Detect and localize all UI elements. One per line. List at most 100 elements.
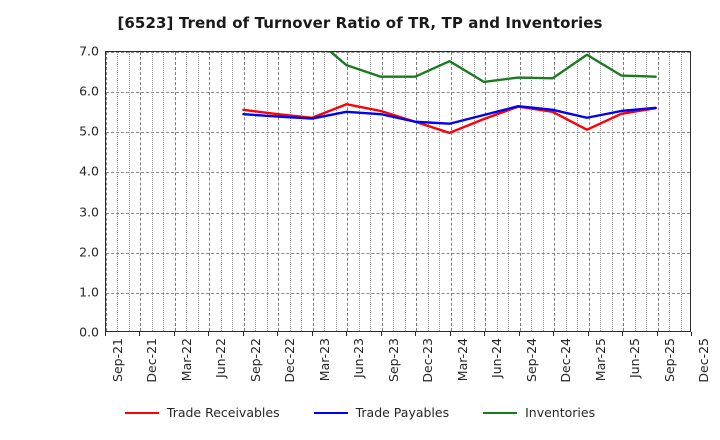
grid-line-vertical-minor [600, 52, 602, 331]
grid-line-horizontal [106, 292, 690, 294]
x-axis-tick-mark [139, 332, 141, 336]
grid-line-vertical-minor [577, 52, 579, 331]
x-axis-tick-mark [518, 332, 520, 336]
legend-label: Trade Payables [355, 405, 450, 420]
legend-item[interactable]: Trade Receivables [124, 405, 280, 420]
grid-line-horizontal [106, 92, 690, 94]
legend-line-icon [313, 411, 348, 414]
grid-line-vertical-minor [128, 52, 130, 331]
grid-line-vertical-minor [393, 52, 395, 331]
x-axis-tick-labels: Sep-21 Dec-21 Mar-22 Jun-22 Sep-22 Dec-22 Mar-… [105, 332, 711, 402]
grid-line-vertical-major [106, 52, 107, 331]
grid-line-vertical-minor [634, 52, 636, 331]
y-axis-tick-label: 5.0 [79, 123, 99, 139]
grid-line-vertical-minor [335, 52, 337, 331]
grid-line-vertical-minor [646, 52, 648, 331]
grid-line-vertical-minor [669, 52, 671, 331]
grid-line-vertical-major [243, 52, 245, 331]
grid-line-vertical-major [623, 52, 625, 331]
grid-line-vertical-major [381, 52, 383, 331]
grid-line-vertical-minor [324, 52, 326, 331]
x-axis-tick-label: Jun-22 [213, 338, 229, 378]
x-axis-tick-mark [380, 332, 382, 336]
x-axis-tick-mark [449, 332, 451, 336]
y-axis-tick-label: 3.0 [79, 204, 99, 220]
plot-area [105, 51, 691, 332]
x-axis-tick-mark [346, 332, 348, 336]
grid-line-vertical-minor [197, 52, 199, 331]
x-axis-tick-mark [484, 332, 486, 336]
x-axis-tick-label: Sep-24 [523, 338, 539, 382]
legend-item[interactable]: Inventories [483, 405, 595, 420]
grid-line-vertical-minor [186, 52, 188, 331]
grid-line-vertical-minor [542, 52, 544, 331]
x-axis-tick-label: Dec-22 [282, 338, 298, 383]
legend-label: Trade Receivables [166, 405, 280, 420]
grid-line-vertical-minor [439, 52, 441, 331]
grid-line-vertical-major [450, 52, 452, 331]
grid-line-vertical-minor [289, 52, 291, 331]
grid-line-horizontal [106, 212, 690, 214]
legend-line-icon [483, 411, 518, 414]
grid-line-vertical-major [140, 52, 142, 331]
y-axis-tick-label: 2.0 [79, 244, 99, 260]
grid-line-vertical-major [519, 52, 521, 331]
x-axis-tick-mark [105, 332, 106, 336]
x-axis-tick-mark [242, 332, 244, 336]
x-axis-tick-label: Jun-24 [489, 338, 505, 378]
series-lines [242, 52, 657, 135]
grid-line-vertical-minor [370, 52, 372, 331]
grid-line-vertical-major [588, 52, 590, 331]
x-axis-tick-label: Mar-22 [178, 338, 194, 382]
x-axis-tick-label: Dec-25 [696, 338, 711, 383]
grid-line-vertical-minor [680, 52, 682, 331]
grid-line-vertical-major [278, 52, 280, 331]
chart-legend: Trade Receivables Trade Payables Inventori… [0, 405, 720, 420]
x-axis-tick-mark [553, 332, 555, 336]
grid-line-horizontal [106, 252, 690, 254]
grid-line-vertical-minor [358, 52, 360, 331]
legend-item[interactable]: Trade Payables [313, 405, 450, 420]
grid-line-horizontal [106, 172, 690, 174]
x-axis-tick-mark [656, 332, 658, 336]
grid-line-vertical-minor [301, 52, 303, 331]
x-axis-tick-label: Jun-23 [351, 338, 367, 378]
grid-line-vertical-minor [531, 52, 533, 331]
x-axis-tick-label: Mar-24 [454, 338, 470, 382]
grid-line-vertical-major [416, 52, 418, 331]
x-axis-tick-mark [311, 332, 313, 336]
x-axis-tick-mark [173, 332, 175, 336]
grid-line-vertical-minor [565, 52, 567, 331]
grid-line-vertical-minor [427, 52, 429, 331]
legend-line-icon [124, 411, 159, 414]
grid-line-vertical-minor [232, 52, 234, 331]
grid-line-vertical-major [347, 52, 349, 331]
x-axis-tick-label: Sep-23 [385, 338, 401, 382]
grid-line-vertical-major [312, 52, 314, 331]
grid-line-vertical-major [174, 52, 176, 331]
y-axis-tick-labels: 0.0 1.0 2.0 3.0 4.0 5.0 6.0 7.0 [47, 44, 99, 340]
grid-line-vertical-major [554, 52, 556, 331]
x-axis-tick-label: Dec-23 [420, 338, 436, 383]
grid-line-vertical-minor [611, 52, 613, 331]
y-axis-tick-label: 0.0 [79, 324, 99, 340]
grid-line-horizontal [106, 52, 690, 53]
x-axis-tick-mark [208, 332, 210, 336]
x-axis-tick-label: Sep-21 [110, 338, 125, 382]
grid-line-vertical-major [657, 52, 659, 331]
y-axis-tick-label: 6.0 [79, 83, 99, 99]
x-axis-tick-label: Dec-24 [558, 338, 574, 383]
chart-title: [6523] Trend of Turnover Ratio of TR, TP… [117, 14, 603, 32]
grid-line-vertical-minor [117, 52, 119, 331]
y-axis-tick-label: 1.0 [79, 284, 99, 300]
grid-line-vertical-minor [255, 52, 257, 331]
grid-line-vertical-minor [266, 52, 268, 331]
x-axis-tick-label: Dec-21 [144, 338, 160, 383]
x-axis-tick-mark [415, 332, 417, 336]
y-axis-tick-label: 7.0 [79, 43, 99, 59]
grid-line-vertical-minor [220, 52, 222, 331]
grid-line-horizontal [106, 132, 690, 134]
x-axis-tick-label: Mar-23 [316, 338, 332, 382]
grid-line-vertical-minor [508, 52, 510, 331]
